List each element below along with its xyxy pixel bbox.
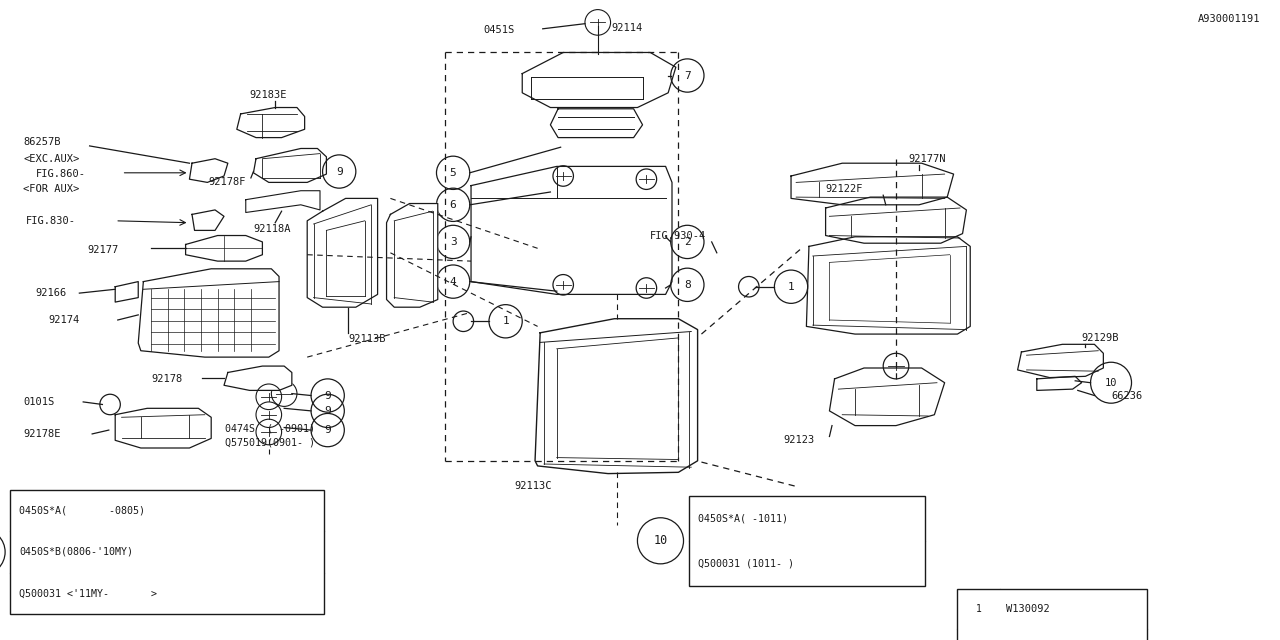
Text: <FOR AUX>: <FOR AUX> — [23, 184, 79, 194]
Text: 3: 3 — [449, 237, 457, 247]
Text: <EXC.AUX>: <EXC.AUX> — [23, 154, 79, 164]
Text: W130092: W130092 — [1006, 604, 1050, 614]
Text: 7: 7 — [684, 70, 691, 81]
Polygon shape — [829, 368, 945, 426]
Text: 92122F: 92122F — [826, 184, 863, 194]
Text: 86257B: 86257B — [23, 137, 60, 147]
Text: 0450S*B(0806-'10MY): 0450S*B(0806-'10MY) — [19, 547, 133, 557]
Text: 92183E: 92183E — [250, 90, 287, 100]
Text: 0101S: 0101S — [23, 397, 54, 407]
Text: Q500031 (1011- ): Q500031 (1011- ) — [698, 558, 794, 568]
Text: 92178E: 92178E — [23, 429, 60, 439]
Polygon shape — [471, 166, 672, 294]
Text: 92113C: 92113C — [515, 481, 552, 492]
Polygon shape — [115, 408, 211, 448]
Text: 92177N: 92177N — [909, 154, 946, 164]
Text: Q500031 <'11MY-       >: Q500031 <'11MY- > — [19, 589, 157, 598]
Text: 0450S*A(       -0805): 0450S*A( -0805) — [19, 506, 145, 515]
Polygon shape — [550, 109, 643, 138]
Polygon shape — [791, 163, 954, 205]
Text: 9: 9 — [324, 390, 332, 401]
Text: 66236: 66236 — [1111, 390, 1142, 401]
Text: 92166: 92166 — [36, 288, 67, 298]
Polygon shape — [535, 319, 698, 474]
Polygon shape — [192, 210, 224, 230]
Text: 10: 10 — [653, 534, 668, 547]
Bar — [689, 496, 925, 586]
Text: 9: 9 — [335, 166, 343, 177]
Text: 92178F: 92178F — [209, 177, 246, 188]
Text: 1: 1 — [502, 316, 509, 326]
Text: 0474S  ( -0901): 0474S ( -0901) — [225, 424, 315, 434]
Text: 92177: 92177 — [87, 244, 118, 255]
Text: 6: 6 — [449, 200, 457, 210]
Text: 10: 10 — [1105, 378, 1117, 388]
Polygon shape — [186, 236, 262, 261]
Text: 92118A: 92118A — [253, 224, 291, 234]
Text: A930001191: A930001191 — [1198, 14, 1261, 24]
Bar — [10, 490, 324, 614]
Text: Q575019(0901- ): Q575019(0901- ) — [225, 438, 315, 448]
Polygon shape — [806, 237, 970, 334]
Text: 92174: 92174 — [49, 315, 79, 325]
Text: 2: 2 — [684, 237, 691, 247]
Text: 1: 1 — [787, 282, 795, 292]
Text: 0450S*A( -1011): 0450S*A( -1011) — [698, 513, 787, 524]
Text: 92129B: 92129B — [1082, 333, 1119, 343]
Text: 92114: 92114 — [612, 22, 643, 33]
Text: 92123: 92123 — [783, 435, 814, 445]
Polygon shape — [1037, 376, 1082, 390]
Text: 5: 5 — [449, 168, 457, 178]
Polygon shape — [189, 159, 228, 182]
Text: 9: 9 — [324, 406, 332, 416]
Polygon shape — [115, 282, 138, 302]
Text: FIG.930-4: FIG.930-4 — [650, 230, 707, 241]
Text: 92113B: 92113B — [348, 334, 385, 344]
Polygon shape — [246, 191, 320, 212]
Polygon shape — [1018, 344, 1103, 378]
Text: 4: 4 — [449, 276, 457, 287]
Text: 0451S: 0451S — [484, 25, 515, 35]
Bar — [957, 589, 1147, 640]
Polygon shape — [307, 198, 378, 307]
Polygon shape — [253, 148, 326, 182]
Polygon shape — [237, 108, 305, 138]
Polygon shape — [826, 197, 966, 243]
Text: 9: 9 — [324, 425, 332, 435]
Polygon shape — [138, 269, 279, 357]
Text: FIG.860-: FIG.860- — [36, 169, 86, 179]
Text: 8: 8 — [684, 280, 691, 290]
Polygon shape — [522, 52, 676, 108]
Polygon shape — [387, 204, 438, 307]
Text: 1: 1 — [975, 604, 982, 614]
Polygon shape — [224, 366, 292, 390]
Text: 92178: 92178 — [151, 374, 182, 384]
Text: FIG.830-: FIG.830- — [26, 216, 76, 226]
